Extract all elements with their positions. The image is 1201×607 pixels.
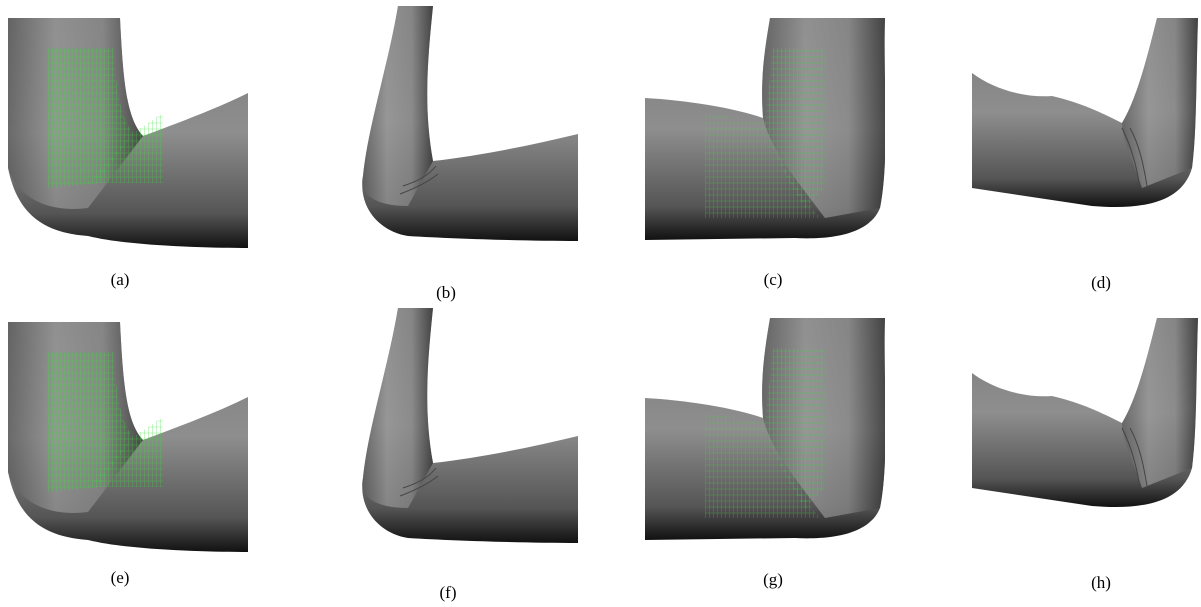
render-e <box>8 322 248 552</box>
render-g <box>645 318 886 540</box>
render-d <box>972 18 1198 207</box>
render-b <box>362 6 578 241</box>
caption: (g) <box>763 570 783 589</box>
caption: (f) <box>440 583 457 602</box>
caption: (c) <box>764 270 783 289</box>
caption: (b) <box>436 283 456 302</box>
render-a <box>8 18 248 248</box>
render-f <box>362 308 578 543</box>
caption: (h) <box>1091 573 1111 592</box>
render-c <box>645 18 886 240</box>
caption: (e) <box>111 568 130 587</box>
figure: (a) (b) (c) (d) (e) (f) (g) (h) <box>0 0 1201 607</box>
render-h <box>972 318 1198 507</box>
caption: (d) <box>1091 273 1111 292</box>
caption: (a) <box>111 270 130 289</box>
